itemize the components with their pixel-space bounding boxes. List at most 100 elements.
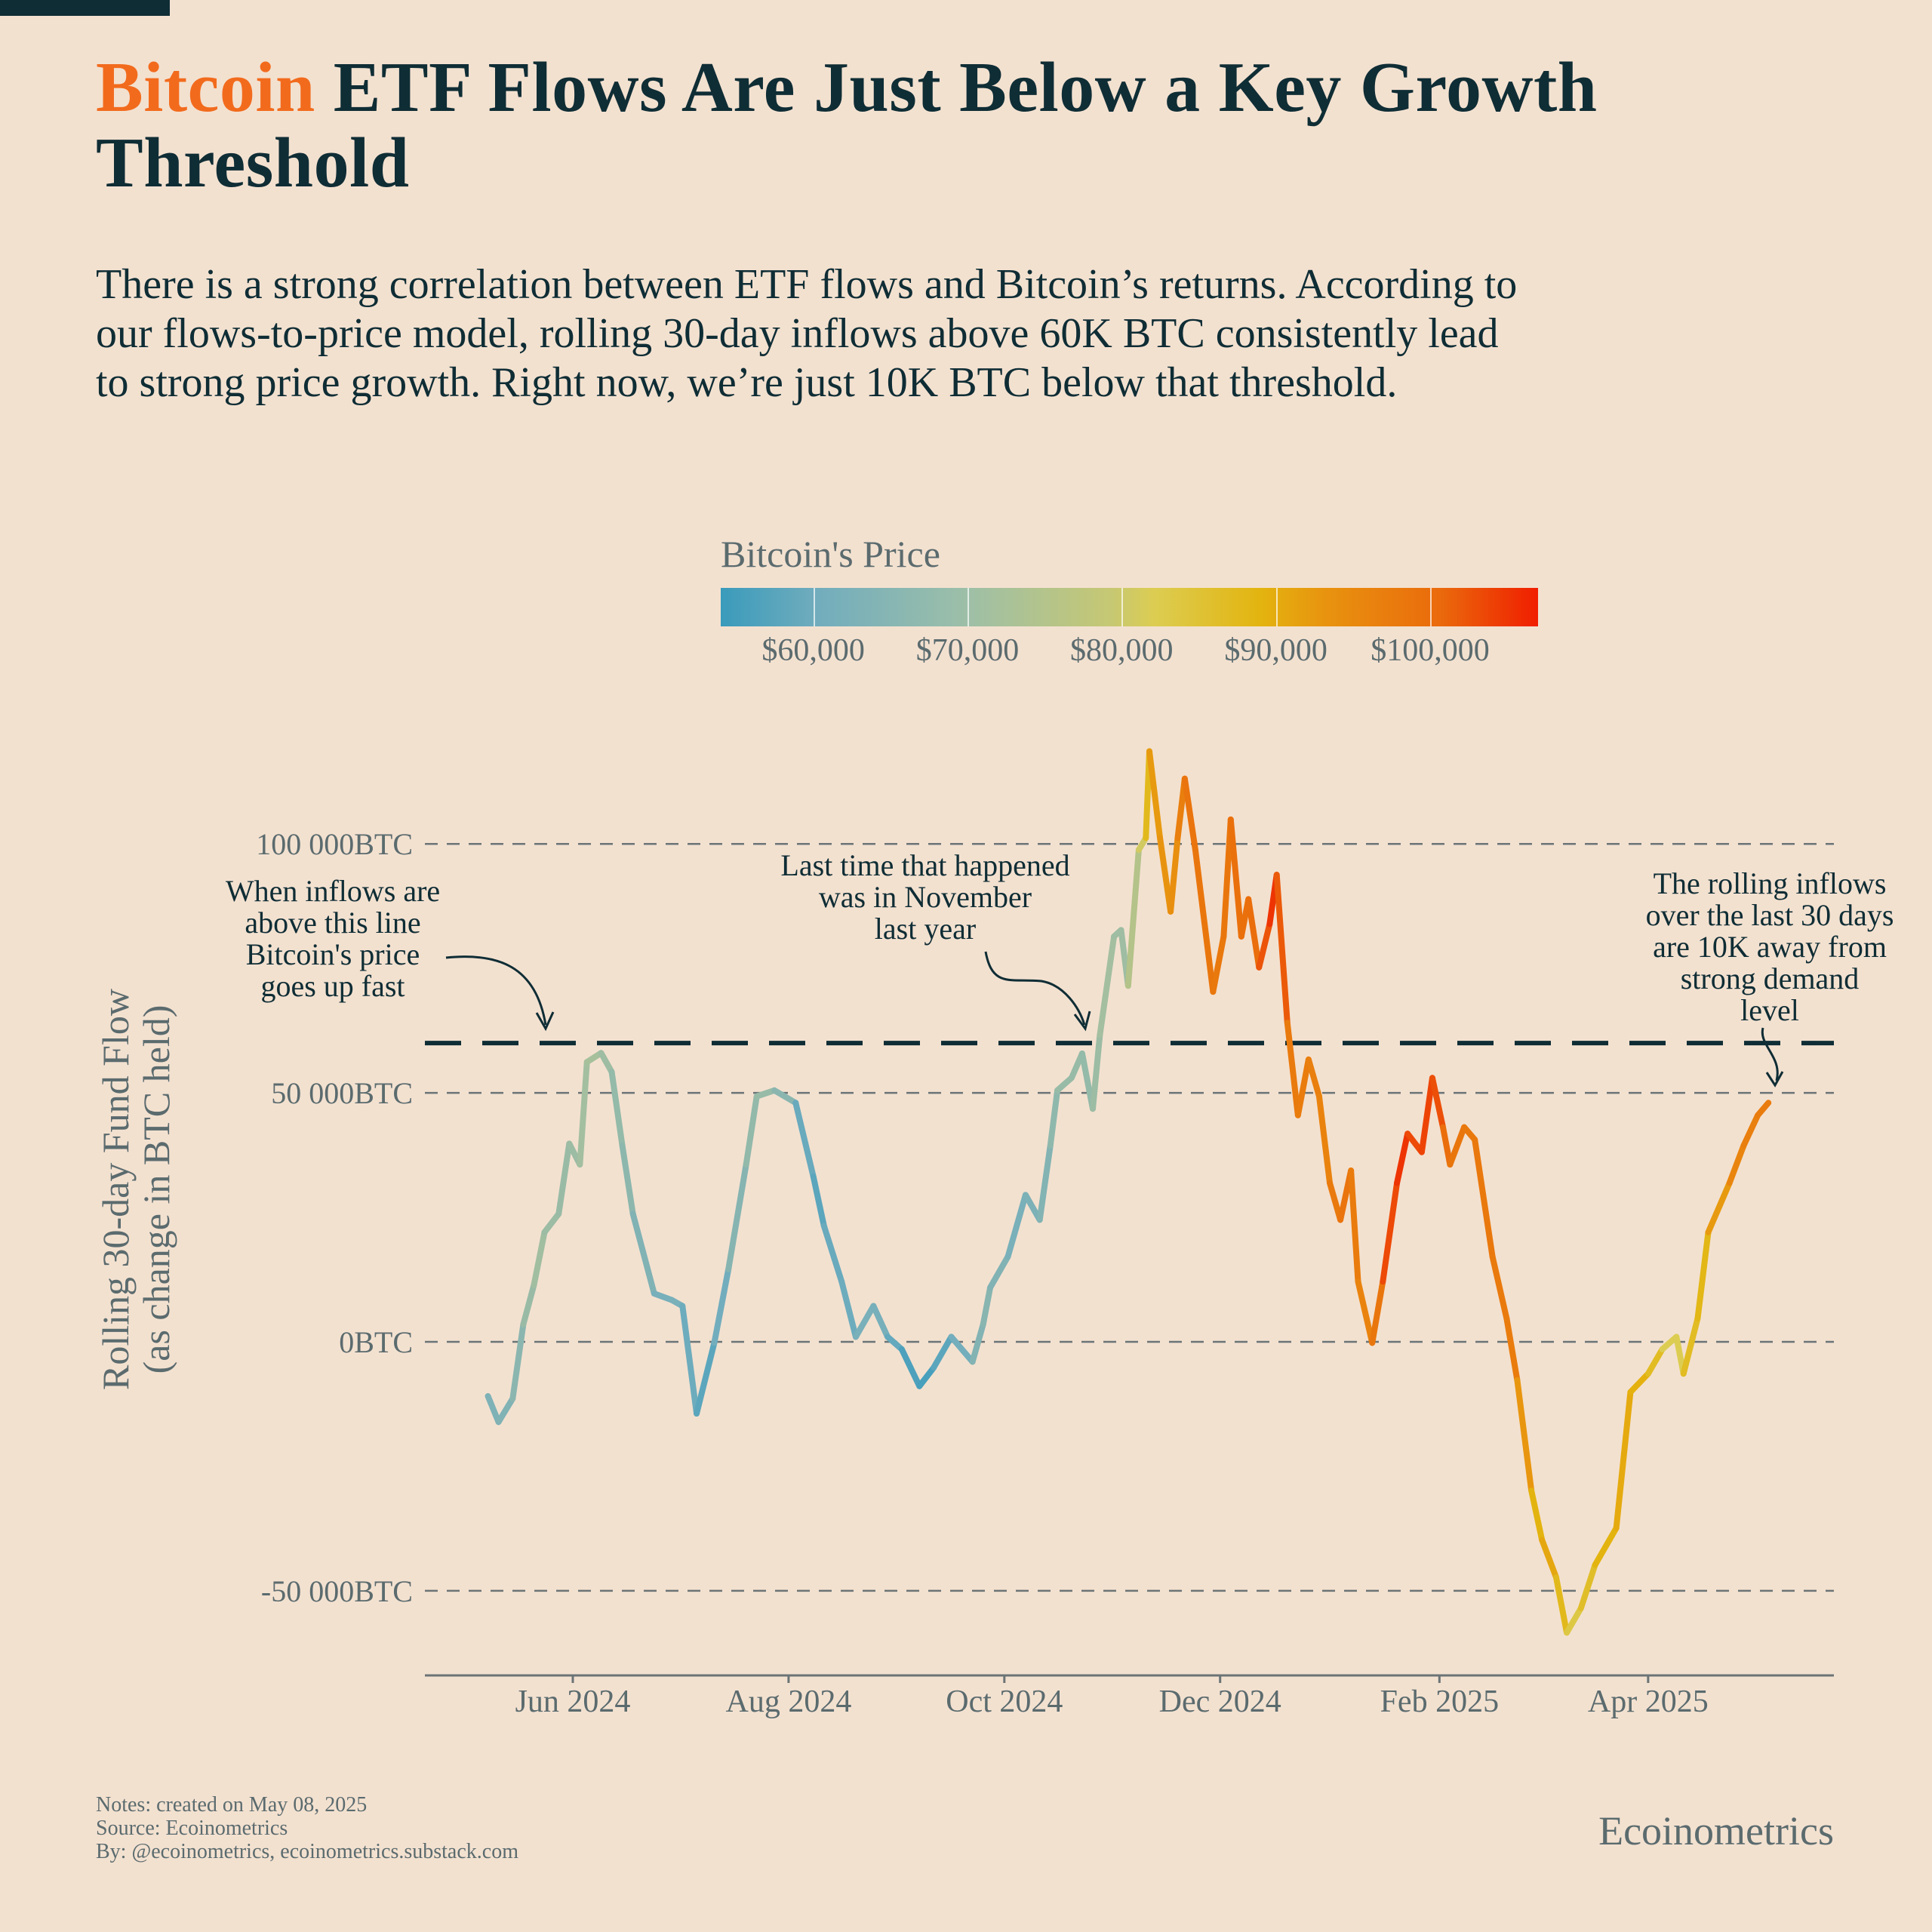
flow-line-segment [1694, 1229, 1712, 1321]
annotation-line: Last time that happened [780, 848, 1070, 882]
flow-line-segment [1124, 847, 1142, 989]
y-tick-label: 50 000BTC [271, 1076, 413, 1110]
flow-line-segment [1528, 1487, 1546, 1543]
flow-line-segment [931, 1334, 955, 1371]
flow-line-segment [1181, 775, 1198, 854]
y-tick-label: -50 000BTC [261, 1574, 413, 1608]
flow-line-segment [598, 1050, 615, 1075]
flow-line-segment [884, 1334, 905, 1352]
flow-line-segment [619, 1143, 636, 1217]
flow-line-segment [1305, 1056, 1322, 1100]
annotation-line: are 10K away from [1653, 930, 1887, 964]
colorbar-title: Bitcoin's Price [721, 533, 940, 575]
title-accent: Bitcoin [96, 48, 315, 127]
flow-line-segment [1472, 1137, 1496, 1260]
flow-line-segment [608, 1069, 626, 1149]
y-axis-label: Rolling 30-day Fund Flow (as change in B… [94, 989, 177, 1390]
flow-line-segment [987, 1254, 1011, 1291]
flow-line-segment [1146, 748, 1164, 841]
flow-line-segment [1627, 1371, 1651, 1395]
flow-line-segment [820, 1223, 845, 1285]
annotation-line: goes up fast [260, 969, 405, 1003]
annotation-line: last year [874, 912, 977, 946]
flow-line-segment [753, 1087, 778, 1100]
flow-line-segment [1418, 1075, 1435, 1155]
footer-notes: Notes: created on May 08, 2025 Source: E… [96, 1793, 518, 1863]
flow-line-segment [651, 1290, 675, 1303]
flow-line-segment [1552, 1574, 1571, 1636]
x-tick-label: Feb 2025 [1380, 1684, 1500, 1719]
flow-line-segment [1284, 1020, 1301, 1118]
flow-line-segment [1394, 1131, 1411, 1186]
flow-line-segment [916, 1364, 937, 1389]
flow-line-segment [577, 1059, 590, 1168]
flow-line-segment [852, 1303, 877, 1340]
flow-line-segment [1227, 816, 1244, 940]
colorbar-tick-label: $90,000 [1224, 633, 1327, 668]
colorbar-tick-label: $70,000 [915, 633, 1020, 668]
flow-line-segment [1680, 1315, 1701, 1377]
annotation-arrow [1761, 1027, 1779, 1081]
flow-line-segment [1705, 1180, 1733, 1235]
annotation-line: above this line [245, 906, 421, 940]
note-by: By: @ecoinometrics, ecoinometrics.substa… [96, 1840, 518, 1863]
x-tick-label: Apr 2025 [1588, 1684, 1709, 1719]
annotation-line: The rolling inflows [1653, 866, 1887, 900]
colorbar-tick [1429, 588, 1432, 626]
flow-line-segment [694, 1340, 718, 1417]
flow-line-segment [555, 1140, 573, 1217]
flow-line-segment [980, 1284, 994, 1327]
colorbar-tick [967, 588, 969, 626]
annotation-line: over the last 30 days [1645, 898, 1894, 932]
flow-line-segment [1192, 847, 1217, 995]
x-tick-label: Oct 2024 [946, 1684, 1063, 1719]
flow-line-segment [1047, 1087, 1061, 1149]
top-accent-bar [0, 0, 170, 16]
flow-line-segment [870, 1303, 891, 1340]
flow-line-segment [792, 1100, 817, 1180]
flow-line-segment [1315, 1093, 1334, 1186]
flow-line-segment [725, 1161, 749, 1272]
flow-line-segment [1348, 1168, 1361, 1285]
chart-title: Bitcoin ETF Flows Are Just Below a Key G… [96, 50, 1794, 201]
gridlines: -50 000BTC 0BTC 50 000BTC 100 000BTC [256, 827, 1834, 1608]
flow-line-segment [1592, 1524, 1620, 1568]
x-tick-label: Jun 2024 [515, 1684, 631, 1719]
annotation-line: level [1740, 993, 1799, 1027]
flow-series [485, 748, 1772, 1636]
flow-line-segment [1355, 1278, 1376, 1346]
flow-line-segment [771, 1087, 799, 1106]
x-axis: Jun 2024 Aug 2024 Oct 2024 Dec 2024 Feb 2025… [425, 1674, 1834, 1719]
title-rest: ETF Flows Are Just Below a Key Growth Th… [96, 48, 1598, 202]
flow-line-segment [679, 1303, 700, 1417]
flow-line-segment [1539, 1537, 1559, 1581]
annotation-november: Last time that happened was in November la… [780, 850, 1069, 945]
flow-line-segment [1089, 1032, 1103, 1112]
flow-line-segment [1429, 1075, 1447, 1131]
flow-line-segment [1369, 1278, 1386, 1346]
flow-line-segment [838, 1278, 859, 1340]
flow-line-segment [1613, 1389, 1634, 1531]
flow-line-segment [1514, 1377, 1535, 1494]
flow-line-segment [1489, 1254, 1510, 1321]
y-axis-label-text: Rolling 30-day Fund Flow (as change in B… [94, 989, 177, 1390]
flow-line-segment [948, 1334, 976, 1365]
annotation-threshold: When inflows are above this line Bitcoin's… [226, 875, 440, 1002]
flow-line-segment [485, 1392, 502, 1426]
flow-line-segment [1294, 1056, 1312, 1118]
note-created: Notes: created on May 08, 2025 [96, 1793, 368, 1817]
flow-line-segment [1004, 1192, 1029, 1260]
annotation-line: was in November [818, 880, 1032, 914]
x-tick-label: Aug 2024 [725, 1684, 851, 1719]
flow-line-segment [1327, 1180, 1344, 1223]
colorbar-tick-label: $100,000 [1371, 633, 1490, 668]
annotation-line: When inflows are [225, 874, 441, 908]
arrow-head [1073, 1011, 1091, 1032]
annotation-line: strong demand [1680, 961, 1860, 995]
colorbar-tick-label: $80,000 [1070, 633, 1174, 668]
annotation-arrows [445, 951, 1784, 1088]
flow-line-segment [495, 1395, 516, 1426]
flow-line-segment [1564, 1604, 1584, 1636]
flow-line-segment [1755, 1100, 1772, 1118]
